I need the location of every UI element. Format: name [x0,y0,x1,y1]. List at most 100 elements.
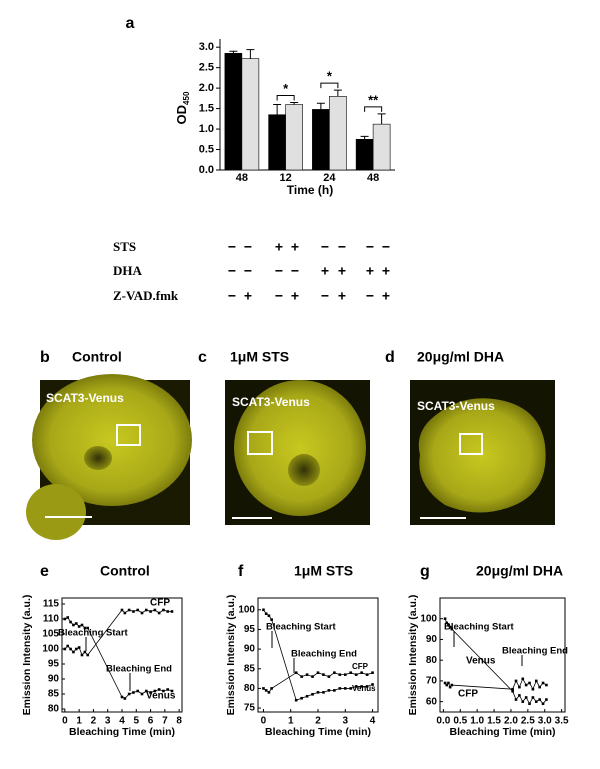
y-tick-label: 0.5 [199,143,214,155]
data-point [518,694,521,697]
x-tick-label: 0 [62,716,68,727]
y-tick-label: 100 [420,613,437,624]
y-tick-label: 110 [43,614,60,625]
data-point [63,647,67,651]
significance-label: * [283,81,289,96]
treatment-sign: − [321,288,329,304]
panel-letter: e [40,563,49,580]
annotation: Bleaching End [106,664,172,675]
y-tick-label: 85 [48,689,60,700]
data-point [448,625,452,629]
annotation: Bleaching End [502,646,568,657]
error-bar [290,101,299,105]
significance-label: * [327,69,333,84]
annotation: Bleaching Start [58,628,129,639]
x-tick-label: 3 [342,716,348,727]
x-tick-label: 2 [315,716,321,727]
series-label: CFP [458,689,478,700]
micrograph-c [225,380,370,525]
treatment-sign: − [366,239,374,255]
data-point [80,623,84,627]
panel-title: 20μg/ml DHA [417,349,504,365]
x-tick-label: 3.5 [555,716,569,727]
data-point [538,698,541,701]
data-point [305,694,309,698]
treatment-name: DHA [113,263,143,278]
x-tick-label: 5 [134,716,140,727]
plot-frame [439,597,566,713]
data-point [120,608,124,612]
data-point [538,685,541,689]
data-point [443,681,447,685]
data-point [69,620,72,624]
bar [241,58,260,171]
data-point [448,685,452,689]
panel-title: 1μM STS [294,563,353,579]
panel-title: Control [100,563,150,579]
x-tick-label: 12 [280,172,292,184]
x-tick-label: 3.0 [538,716,552,727]
y-axis-label: Emission Intensity (a.u.) [21,595,33,716]
data-point [144,689,148,693]
data-point [511,689,514,693]
data-point [316,691,320,694]
y-tick-label: 90 [244,644,256,655]
micrograph-b [26,374,192,540]
data-point [132,691,135,694]
data-point [294,698,298,702]
data-point [127,692,131,696]
data-point [360,685,363,688]
data-point [365,673,369,676]
y-tick-label: 70 [426,676,438,687]
data-point [333,689,336,692]
data-point [140,692,144,696]
significance-bracket [276,94,295,101]
x-tick-label: 6 [148,716,154,727]
x-tick-label: 8 [176,716,182,727]
y-tick-label: 2.0 [199,82,214,94]
y-tick-label: 80 [244,683,256,694]
treatment-sign: − [275,263,283,279]
y-tick-label: 90 [426,634,438,645]
data-point [327,689,331,692]
data-point [63,617,67,621]
data-point [311,675,314,678]
data-point [149,610,152,613]
data-point [322,673,325,676]
data-point [170,610,174,613]
data-point [144,608,148,612]
treatment-sign: + [275,239,283,255]
x-tick-label: 2.5 [521,716,535,727]
significance-bracket [364,106,383,112]
data-point [371,671,374,674]
significance-label: ** [368,92,379,107]
x-tick-label: 0.0 [436,716,450,727]
y-tick-label: 80 [426,655,438,666]
treatment-name: STS [113,239,136,254]
data-point [333,671,336,674]
image-label: SCAT3-Venus [417,399,495,413]
data-point [264,689,268,692]
data-point [80,653,84,657]
y-tick-label: 75 [244,703,256,714]
data-point [77,646,81,649]
annotation: Bleaching End [291,649,357,660]
data-point [123,611,127,615]
y-tick-label: 95 [244,624,256,635]
data-point [450,683,454,687]
data-point [294,671,298,674]
x-tick-label: 0 [261,716,267,727]
data-point [166,688,170,691]
data-point [545,683,548,687]
data-point [157,611,161,615]
treatment-name: Z-VAD.fmk [113,288,179,303]
x-axis-label: Bleaching Time (min) [450,726,556,738]
data-point [531,696,535,699]
data-point [521,700,525,703]
treatment-sign: + [321,263,329,279]
data-point [74,622,78,625]
y-tick-label: 90 [48,674,60,685]
series-label: Venus [146,691,176,702]
x-tick-label: 48 [367,172,379,184]
x-tick-label: 1.0 [470,716,484,727]
